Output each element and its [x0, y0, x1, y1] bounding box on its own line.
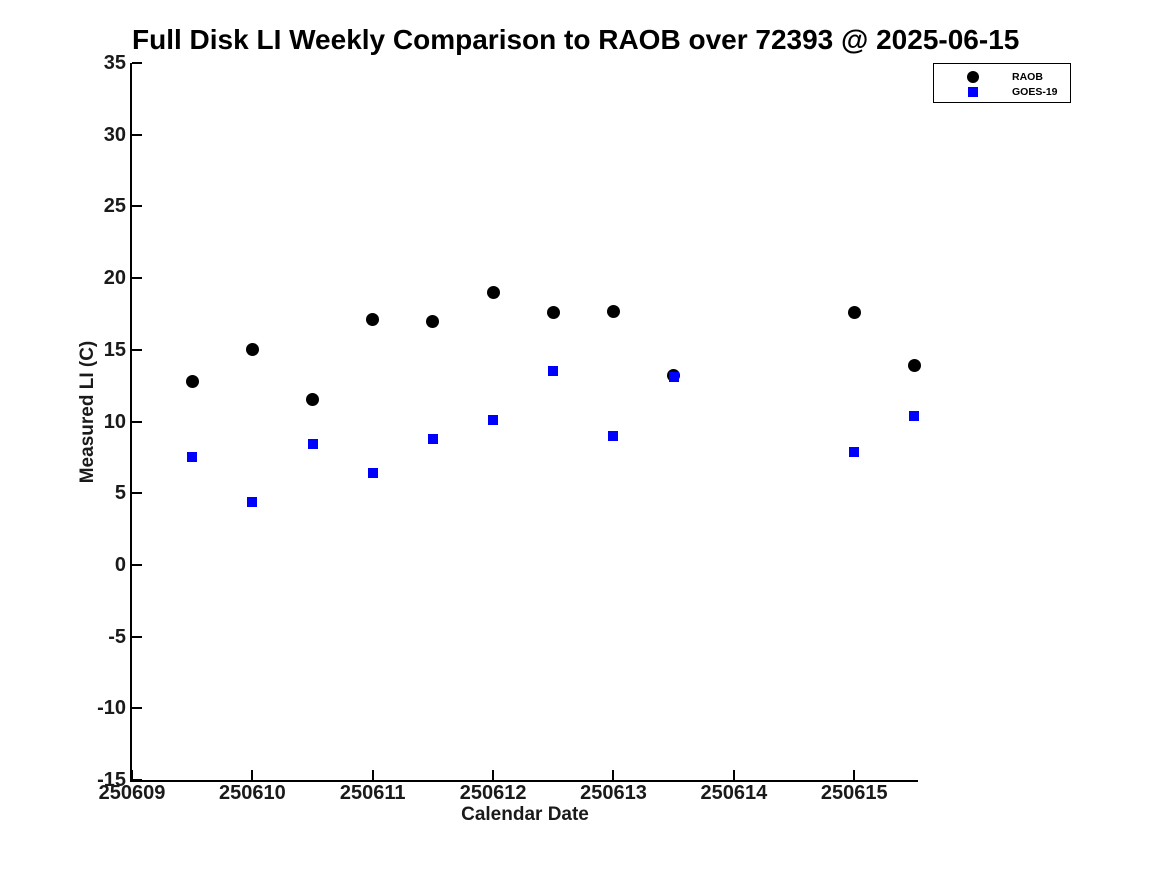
x-tick-mark: [492, 770, 495, 780]
y-tick-label: 5: [114, 482, 126, 505]
goes-19-data-point: [608, 430, 619, 441]
x-tick-mark: [853, 770, 856, 780]
raob-data-point: [486, 285, 500, 299]
square-icon: [968, 87, 978, 97]
raob-data-point: [907, 359, 921, 373]
x-tick-label: 250612: [459, 782, 527, 804]
chart-title: Full Disk LI Weekly Comparison to RAOB o…: [132, 24, 1020, 55]
y-tick-label: 0: [114, 553, 126, 576]
y-tick-mark: [132, 563, 142, 566]
y-tick-mark: [132, 707, 142, 710]
x-tick-label: 250613: [580, 782, 647, 804]
x-tick-mark: [251, 770, 254, 780]
y-tick-label: -5: [108, 625, 126, 648]
goes-19-data-point: [247, 496, 258, 507]
goes-19-data-point: [307, 439, 318, 450]
y-tick-label: -15: [97, 769, 126, 791]
x-tick-mark: [732, 770, 735, 780]
goes-19-data-point: [367, 468, 378, 479]
goes-19-data-point: [849, 446, 860, 457]
raob-data-point: [426, 314, 440, 328]
x-tick-label: 250615: [820, 782, 888, 804]
legend-label-raob: RAOB: [1012, 71, 1043, 83]
goes-19-data-point: [187, 452, 198, 463]
raob-data-point: [606, 304, 620, 318]
y-tick-label: 25: [103, 195, 126, 218]
y-tick-label: -10: [97, 697, 126, 720]
y-tick-mark: [132, 277, 142, 280]
y-tick-mark: [132, 133, 142, 136]
y-tick-mark: [132, 205, 142, 208]
raob-data-point: [185, 374, 199, 388]
raob-data-point: [847, 306, 861, 320]
goes-19-data-point: [548, 366, 559, 377]
x-tick-label: 250614: [700, 782, 768, 804]
x-tick-mark: [371, 770, 374, 780]
y-tick-mark: [132, 420, 142, 423]
x-tick-label: 250610: [218, 782, 286, 804]
y-tick-mark: [132, 62, 142, 64]
y-tick-label: 20: [103, 267, 126, 290]
y-tick-label: 10: [103, 410, 126, 433]
y-tick-label: 30: [103, 123, 126, 146]
y-tick-mark: [132, 348, 142, 351]
x-axis-label: Calendar Date: [461, 804, 589, 825]
y-tick-mark: [132, 779, 142, 781]
x-tick-mark: [131, 770, 133, 780]
raob-data-point: [306, 393, 320, 407]
raob-data-point: [546, 306, 560, 320]
y-tick-mark: [132, 635, 142, 638]
plot-area: [130, 62, 921, 782]
goes-19-data-point: [909, 410, 920, 421]
raob-data-point: [366, 313, 380, 327]
circle-icon: [967, 71, 979, 83]
goes-19-data-point: [427, 433, 438, 444]
y-tick-label: 35: [103, 52, 126, 74]
y-tick-mark: [132, 492, 142, 495]
legend-label-goes-19: GOES-19: [1012, 86, 1058, 98]
goes-19-data-point: [488, 415, 499, 426]
x-tick-label: 250609: [98, 782, 166, 804]
x-tick-label: 250611: [339, 782, 406, 804]
y-tick-label: 15: [103, 338, 126, 361]
raob-data-point: [245, 343, 259, 357]
goes-19-data-point: [668, 372, 679, 383]
legend: RAOB GOES-19: [933, 63, 1071, 103]
x-tick-mark: [612, 770, 615, 780]
